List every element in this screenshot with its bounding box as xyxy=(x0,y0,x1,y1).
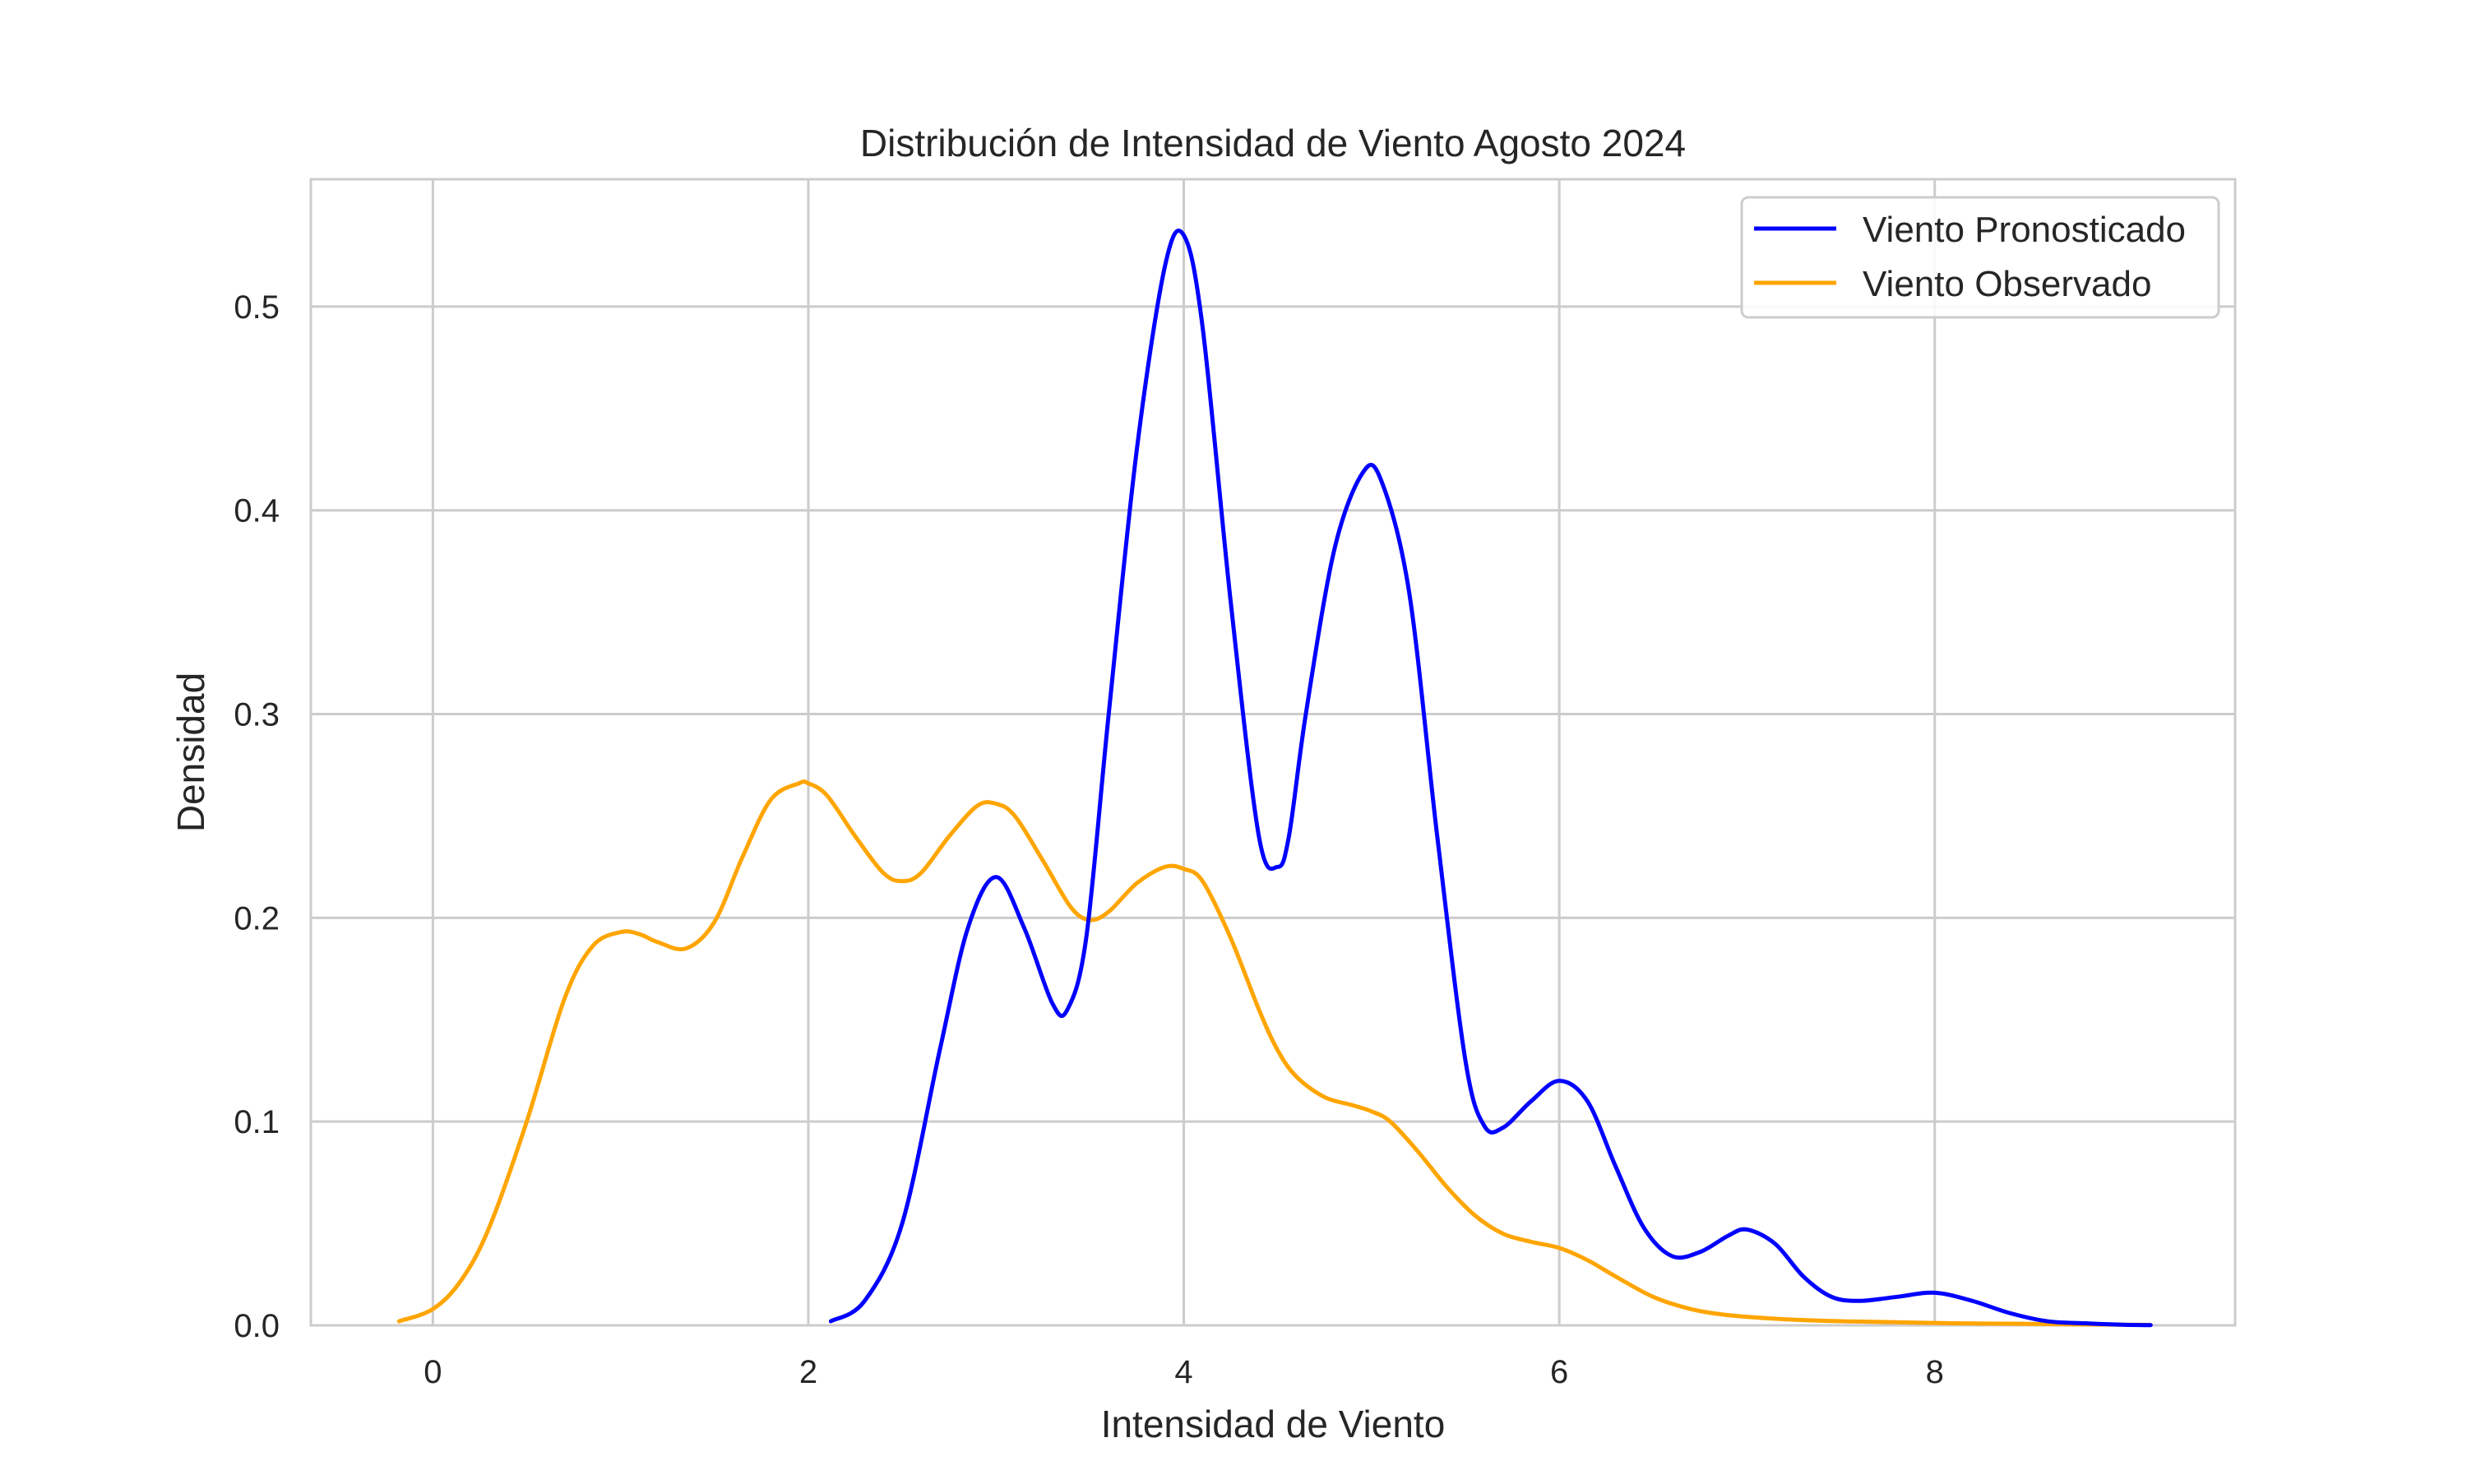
legend: Viento Pronosticado Viento Observado xyxy=(1740,196,2220,319)
x-tick-label: 8 xyxy=(1926,1354,1944,1390)
x-axis-label: Intensidad de Viento xyxy=(1101,1403,1446,1445)
series-layer xyxy=(396,229,2153,1328)
legend-label-observed: Viento Observado xyxy=(1863,264,2151,304)
x-tick-label: 2 xyxy=(799,1354,817,1390)
tick-labels: 0 2 4 6 8 0.0 0.1 0.2 0.3 0.4 0.5 xyxy=(234,289,1943,1390)
legend-box xyxy=(1740,196,2220,319)
x-tick-label: 6 xyxy=(1550,1354,1568,1390)
y-tick-label: 0.5 xyxy=(234,289,280,326)
x-tick-label: 0 xyxy=(424,1354,442,1390)
chart-title: Distribución de Intensidad de Viento Ago… xyxy=(860,122,1686,164)
series-line-viento-observado xyxy=(396,779,2153,1327)
x-tick-label: 4 xyxy=(1174,1354,1192,1390)
y-tick-label: 0.2 xyxy=(234,900,280,936)
y-tick-label: 0.0 xyxy=(234,1308,280,1344)
legend-label-forecast: Viento Pronosticado xyxy=(1863,210,2186,250)
y-tick-label: 0.1 xyxy=(234,1104,280,1140)
y-axis-label: Densidad xyxy=(169,673,212,832)
y-tick-label: 0.3 xyxy=(234,697,280,733)
y-tick-label: 0.4 xyxy=(234,493,280,529)
plot-frame xyxy=(309,178,2237,1327)
series-line-viento-pronosticado xyxy=(828,229,2153,1328)
